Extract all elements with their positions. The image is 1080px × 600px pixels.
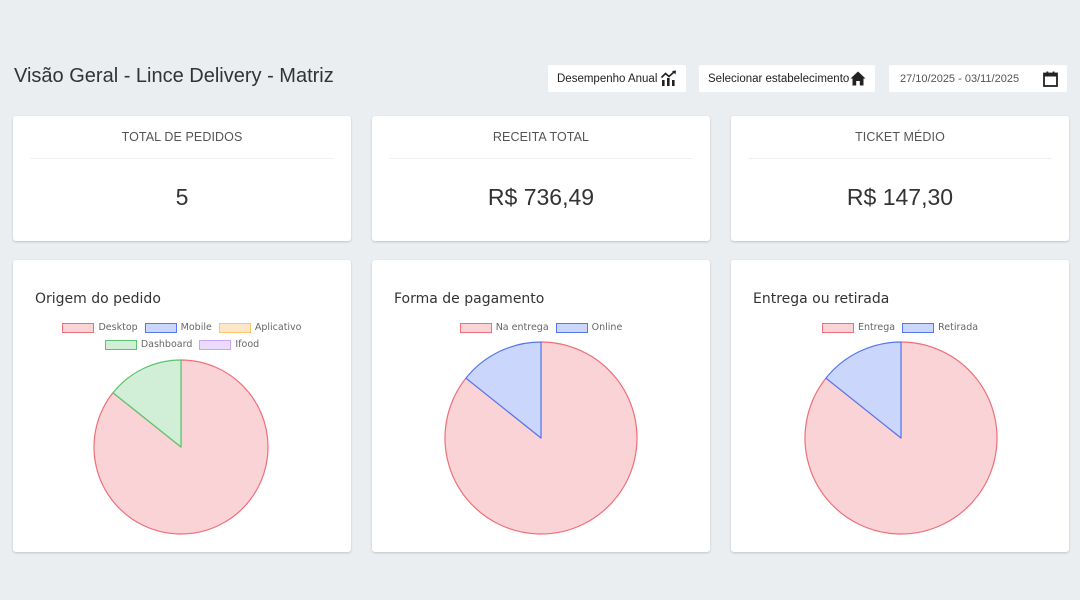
stat-label: TICKET MÉDIO: [855, 130, 945, 144]
stat-label: RECEITA TOTAL: [492, 130, 590, 144]
legend-label: Online: [591, 322, 623, 333]
pie-slice-online[interactable]: [465, 341, 542, 439]
total-revenue-card: RECEITA TOTAL R$ 736,49: [372, 116, 710, 241]
pie-slice-dashboard[interactable]: [112, 359, 182, 448]
chart-title: Forma de pagamento: [394, 291, 545, 307]
pie-slice-retirada[interactable]: [825, 341, 902, 439]
chart-line-icon: [660, 70, 677, 87]
legend-swatch: [459, 322, 492, 333]
divider: [748, 158, 1052, 159]
legend-label: Na entrega: [495, 322, 549, 333]
divider: [389, 158, 693, 159]
annual-performance-button[interactable]: Desempenho Anual: [548, 65, 686, 92]
legend-swatch: [199, 339, 232, 350]
legend-item-dashboard[interactable]: Dashboard: [104, 339, 193, 350]
legend-item-ifood[interactable]: Ifood: [199, 339, 259, 350]
chart-title: Entrega ou retirada: [753, 291, 890, 307]
payment-method-chart-card: Forma de pagamento Na entrega Online: [372, 260, 710, 552]
page-title: Visão Geral - Lince Delivery - Matriz: [14, 65, 334, 87]
legend-item-aplicativo[interactable]: Aplicativo: [218, 322, 302, 333]
order-origin-chart-card: Origem do pedido Desktop Mobile Aplicati…: [13, 260, 351, 552]
pie-chart[interactable]: [13, 260, 351, 552]
stat-value: R$ 147,30: [846, 184, 954, 210]
stat-label: TOTAL DE PEDIDOS: [121, 130, 243, 144]
legend-swatch: [104, 339, 137, 350]
chart-legend-row-2: Dashboard Ifood: [13, 339, 351, 350]
chart-legend-row-1: Desktop Mobile Aplicativo: [13, 322, 351, 333]
legend-item-desktop[interactable]: Desktop: [62, 322, 138, 333]
pie-slice-na-entrega[interactable]: [444, 341, 638, 535]
legend-label: Retirada: [938, 322, 979, 333]
calendar-icon: [1043, 71, 1058, 87]
home-icon: [850, 71, 866, 86]
legend-label: Dashboard: [140, 339, 193, 350]
legend-label: Mobile: [180, 322, 212, 333]
date-range-value: 27/10/2025 - 03/11/2025: [900, 72, 1020, 85]
legend-label: Desktop: [98, 322, 138, 333]
stat-value: R$ 736,49: [487, 184, 595, 210]
legend-item-retirada[interactable]: Retirada: [902, 322, 978, 333]
date-range-input[interactable]: 27/10/2025 - 03/11/2025: [889, 65, 1067, 92]
average-ticket-card: TICKET MÉDIO R$ 147,30: [731, 116, 1069, 241]
legend-swatch: [821, 322, 854, 333]
legend-label: Entrega: [857, 322, 896, 333]
select-establishment-label: Selecionar estabelecimento: [708, 72, 850, 85]
legend-item-mobile[interactable]: Mobile: [144, 322, 212, 333]
total-orders-card: TOTAL DE PEDIDOS 5: [13, 116, 351, 241]
pie-slice-entrega[interactable]: [804, 341, 998, 535]
delivery-or-pickup-chart-card: Entrega ou retirada Entrega Retirada: [731, 260, 1069, 552]
annual-performance-label: Desempenho Anual: [557, 72, 658, 85]
legend-item-na-entrega[interactable]: Na entrega: [459, 322, 549, 333]
chart-title: Origem do pedido: [35, 291, 161, 307]
pie-chart[interactable]: [372, 260, 710, 552]
legend-label: Ifood: [235, 339, 260, 350]
legend-swatch: [902, 322, 935, 333]
legend-item-entrega[interactable]: Entrega: [821, 322, 896, 333]
legend-swatch: [555, 322, 588, 333]
legend-label: Aplicativo: [254, 322, 302, 333]
legend-item-online[interactable]: Online: [555, 322, 623, 333]
legend-swatch: [218, 322, 251, 333]
chart-legend: Entrega Retirada: [731, 322, 1069, 333]
select-establishment-button[interactable]: Selecionar estabelecimento: [699, 65, 875, 92]
chart-legend: Na entrega Online: [372, 322, 710, 333]
legend-swatch: [144, 322, 177, 333]
stat-value: 5: [175, 184, 189, 210]
divider: [30, 158, 334, 159]
pie-chart[interactable]: [731, 260, 1069, 552]
legend-swatch: [62, 322, 95, 333]
